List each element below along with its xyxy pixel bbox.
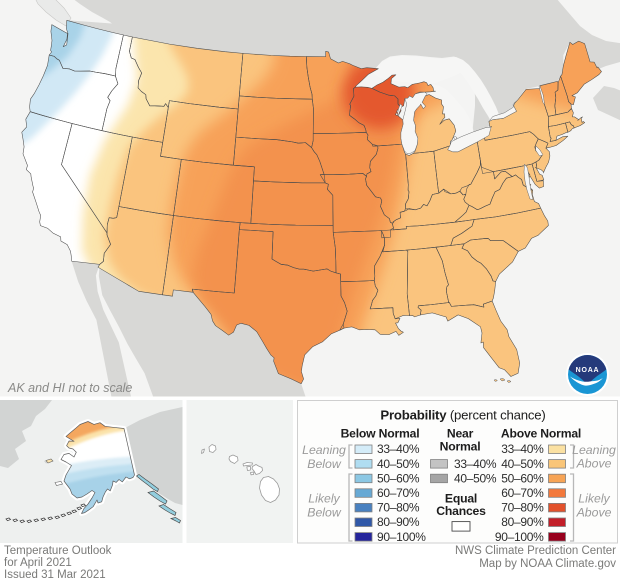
svg-text:Likely: Likely: [578, 492, 610, 506]
svg-text:AK and HI not to scale: AK and HI not to scale: [7, 381, 132, 395]
svg-text:80–90%: 80–90%: [377, 515, 420, 529]
svg-text:33–40%: 33–40%: [377, 442, 420, 456]
svg-text:60–70%: 60–70%: [377, 486, 420, 500]
svg-text:60–70%: 60–70%: [501, 486, 544, 500]
svg-text:Leaning: Leaning: [572, 443, 616, 457]
svg-text:40–50%: 40–50%: [454, 471, 497, 485]
svg-text:80–90%: 80–90%: [501, 515, 544, 529]
svg-text:NOAA: NOAA: [576, 367, 600, 374]
svg-text:Above Normal: Above Normal: [501, 427, 581, 441]
svg-text:Chances: Chances: [436, 504, 486, 518]
svg-text:Issued 31 Mar 2021: Issued 31 Mar 2021: [4, 569, 106, 581]
svg-text:Normal: Normal: [440, 439, 481, 453]
svg-text:for April 2021: for April 2021: [4, 557, 72, 569]
svg-text:70–80%: 70–80%: [377, 501, 420, 515]
svg-text:Below: Below: [307, 457, 342, 471]
svg-text:Probability (percent chance): Probability (percent chance): [380, 408, 545, 423]
svg-text:33–40%: 33–40%: [454, 457, 497, 471]
svg-text:NWS Climate Prediction Center: NWS Climate Prediction Center: [455, 545, 616, 557]
svg-text:Above: Above: [576, 506, 612, 520]
svg-text:Map by NOAA Climate.gov: Map by NOAA Climate.gov: [479, 558, 616, 570]
svg-text:Likely: Likely: [308, 492, 340, 506]
svg-text:40–50%: 40–50%: [377, 457, 420, 471]
svg-text:50–60%: 50–60%: [377, 471, 420, 485]
svg-text:Above: Above: [576, 457, 612, 471]
svg-text:40–50%: 40–50%: [501, 457, 544, 471]
svg-text:33–40%: 33–40%: [501, 442, 544, 456]
svg-text:70–80%: 70–80%: [501, 501, 544, 515]
svg-text:Leaning: Leaning: [302, 443, 346, 457]
svg-text:Temperature Outlook: Temperature Outlook: [4, 545, 112, 557]
svg-text:90–100%: 90–100%: [377, 530, 426, 544]
svg-text:Below Normal: Below Normal: [341, 427, 420, 441]
svg-text:Equal: Equal: [445, 491, 477, 505]
svg-text:50–60%: 50–60%: [501, 471, 544, 485]
svg-text:90–100%: 90–100%: [495, 530, 544, 544]
svg-text:Below: Below: [307, 506, 342, 520]
svg-text:Near: Near: [447, 427, 474, 441]
